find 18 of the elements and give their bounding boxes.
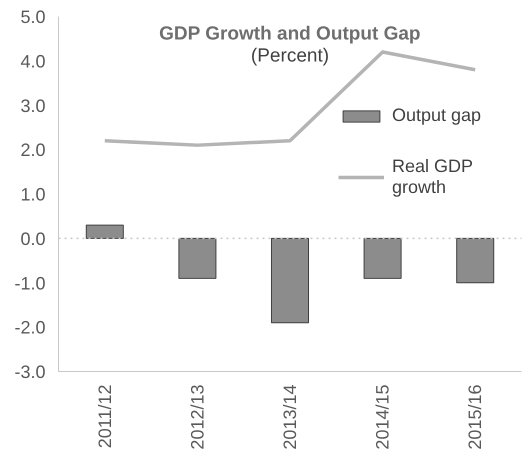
x-tick-label: 2014/15 xyxy=(372,384,393,450)
x-tick-label: 2012/13 xyxy=(187,384,208,450)
y-tick-label: 1.0 xyxy=(20,184,46,204)
y-tick-label: 0.0 xyxy=(20,228,46,249)
chart-title: GDP Growth and Output Gap xyxy=(159,24,421,44)
x-tick-label: 2015/16 xyxy=(465,384,486,450)
legend-label: Output gap xyxy=(392,105,482,126)
legend-label: Real GDP growth xyxy=(392,156,474,198)
y-tick-label: -1.0 xyxy=(14,273,46,294)
y-tick-label: 4.0 xyxy=(20,51,46,72)
y-tick-label: -2.0 xyxy=(14,318,46,338)
y-tick-label: 5.0 xyxy=(20,7,46,27)
text: (Percent) xyxy=(250,46,330,66)
x-tick-label: 2013/14 xyxy=(280,384,300,450)
y-tick-label: -3.0 xyxy=(14,362,46,382)
y-tick-label: 3.0 xyxy=(20,96,46,116)
x-tick-label: 2011/12 xyxy=(94,384,115,448)
y-tick-label: 2.0 xyxy=(20,140,46,160)
